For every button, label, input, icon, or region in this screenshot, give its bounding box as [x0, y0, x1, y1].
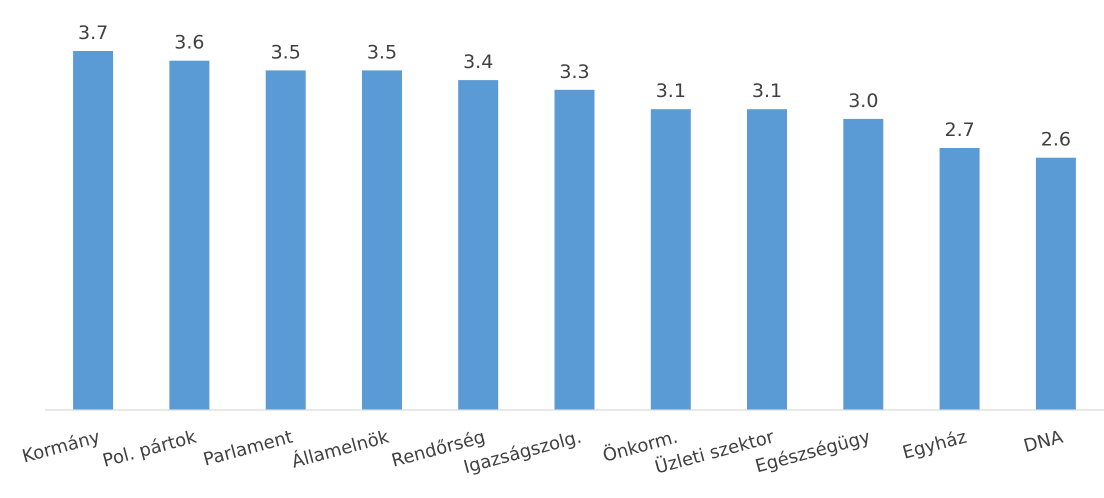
bar-egyhaz: [939, 148, 980, 410]
data-label-kormany: 3.7: [78, 22, 108, 44]
x-tick-label-kormany: Kormány: [20, 426, 103, 467]
data-label-pol-partok: 3.6: [174, 32, 204, 54]
data-label-onkorm: 3.1: [656, 80, 686, 102]
data-label-rendorseg: 3.4: [463, 51, 493, 73]
x-tick-label-parlament: Parlament: [201, 427, 295, 471]
bar-onkorm: [650, 109, 691, 410]
data-label-egeszsegugy: 3.0: [848, 90, 878, 112]
bar-dna: [1035, 157, 1076, 410]
bar-igazsagszolg: [554, 89, 595, 411]
bar-uzleti-szektor: [747, 109, 787, 410]
bar-parlament: [265, 70, 306, 411]
x-tick-label-egyhaz: Egyház: [900, 427, 969, 464]
data-labels-layer: 3.7 3.6 3.5 3.5 3.4 3.3 3.1 3.1 3.0 2.7 2.6: [78, 22, 1071, 151]
data-label-egyhaz: 2.7: [944, 119, 974, 141]
data-label-dna: 2.6: [1041, 129, 1071, 151]
x-tick-label-pol-partok: Pol. pártok: [100, 426, 199, 471]
bar-egeszsegugy: [843, 118, 884, 411]
data-label-igazsagszolg: 3.3: [559, 61, 589, 83]
data-label-parlament: 3.5: [271, 41, 301, 63]
data-label-uzleti-szektor: 3.1: [752, 80, 782, 102]
x-tick-label-allamelnok: Államelnök: [289, 425, 392, 472]
data-label-allamelnok: 3.5: [367, 41, 397, 63]
bar-rendorseg: [458, 80, 499, 410]
x-tick-label-dna: DNA: [1021, 426, 1065, 457]
bars-layer: [73, 51, 1076, 411]
bar-allamelnok: [362, 70, 402, 411]
bar-kormany: [73, 51, 114, 410]
bar-pol-partok: [169, 60, 210, 410]
